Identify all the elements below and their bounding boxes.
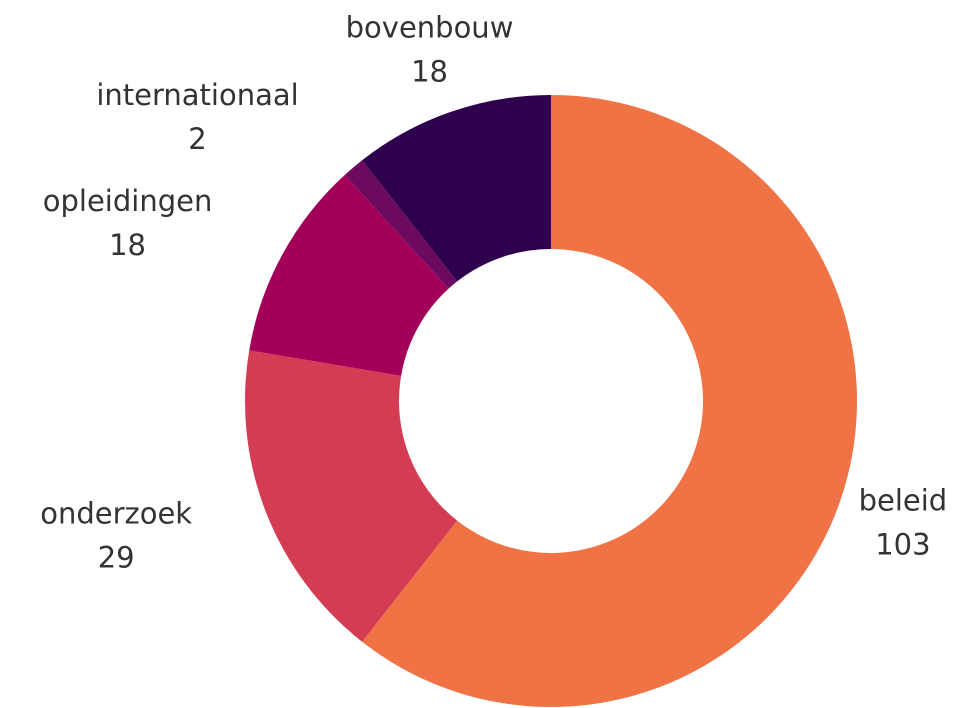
slice-label: onderzoek <box>40 496 192 530</box>
slice-label: internationaal <box>96 78 298 112</box>
donut-slice <box>244 350 458 642</box>
slice-value: 18 <box>109 228 146 262</box>
slice-label: beleid <box>859 483 948 517</box>
donut-slice <box>249 174 449 376</box>
slice-value: 2 <box>188 122 206 156</box>
slice-value: 103 <box>875 527 930 561</box>
slice-value: 18 <box>411 54 448 88</box>
donut-slice <box>362 95 857 707</box>
slice-value: 29 <box>98 540 135 574</box>
slice-label: opleidingen <box>43 184 213 218</box>
donut-slice <box>362 95 551 282</box>
slice-label: bovenbouw <box>346 10 514 44</box>
donut-slice <box>344 160 458 289</box>
